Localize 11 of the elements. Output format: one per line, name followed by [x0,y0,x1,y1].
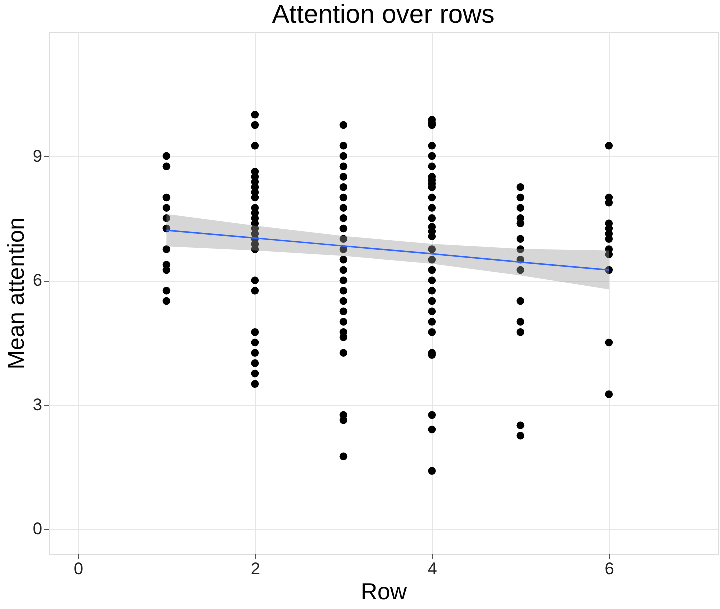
y-axis-title: Mean attention [3,217,30,370]
y-tick-label: 0 [33,520,42,539]
x-axis-title: Row [360,578,408,604]
y-tick-label: 9 [33,146,42,166]
chart-title: Attention over rows [272,0,495,29]
y-tick-label: 3 [33,395,42,414]
x-tick-label: 0 [74,560,84,578]
x-tick-label: 2 [250,560,260,578]
x-tick-label: 6 [604,560,614,578]
x-tick-label: 4 [428,560,438,578]
y-tick-label: 6 [33,271,42,290]
